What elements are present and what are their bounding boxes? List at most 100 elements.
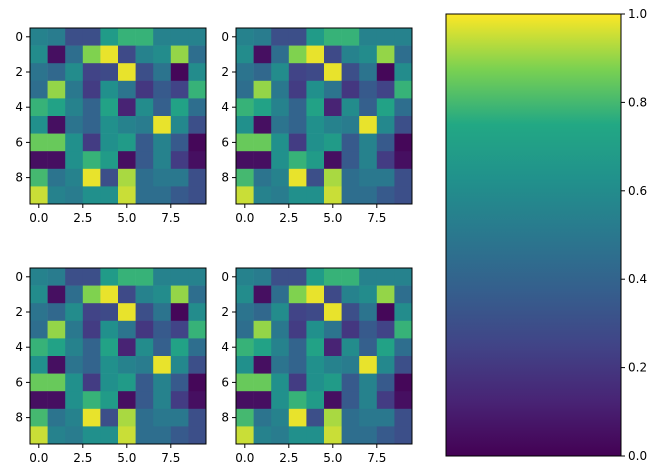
heatmap-cell (100, 45, 119, 64)
heatmap-cell (253, 303, 272, 322)
y-tick-label: 6 (221, 375, 229, 389)
heatmap-cell (324, 133, 342, 152)
heatmap-cell (118, 373, 136, 392)
heatmap-cell (135, 186, 154, 205)
heatmap-cell (65, 356, 84, 374)
heatmap-cell (82, 426, 101, 445)
heatmap-cell (394, 285, 413, 304)
heatmap-cell (394, 426, 413, 445)
heatmap-cell (30, 45, 48, 64)
heatmap-cell (170, 356, 189, 374)
heatmap-cell (135, 320, 154, 339)
heatmap-cell (324, 285, 342, 304)
heatmap-cell (341, 356, 360, 374)
x-tick-label: 5.0 (117, 451, 136, 465)
heatmap-cell (118, 426, 136, 445)
heatmap-cell (153, 408, 172, 427)
heatmap-cell (135, 338, 154, 357)
heatmap-cell (30, 426, 48, 445)
y-tick-label: 4 (15, 340, 23, 354)
heatmap-cell (324, 168, 342, 187)
heatmap-cell (271, 116, 290, 134)
heatmap-cell (306, 426, 325, 445)
y-tick-label: 2 (15, 65, 23, 79)
heatmap-cell (288, 98, 307, 117)
heatmap-cell (359, 408, 378, 427)
heatmap-cell (100, 408, 119, 427)
heatmap-cell (170, 98, 189, 117)
heatmap-cell (118, 186, 136, 205)
heatmap-cell (82, 168, 101, 187)
heatmap-cell (100, 268, 119, 286)
heatmap-cell (236, 186, 254, 205)
heatmap-cell (30, 285, 48, 304)
heatmap-cell (359, 151, 378, 170)
heatmap-cell (359, 338, 378, 357)
heatmap-cell (271, 356, 290, 374)
heatmap-cell (47, 116, 66, 134)
heatmap-cell (341, 186, 360, 205)
heatmap-cell (118, 98, 136, 117)
heatmap-cell (65, 168, 84, 187)
heatmap-cell (100, 168, 119, 187)
heatmap-cell (288, 186, 307, 205)
heatmap-cell (253, 408, 272, 427)
heatmap-cell (153, 320, 172, 339)
heatmap-cell (118, 80, 136, 99)
heatmap-cell (153, 356, 172, 374)
heatmap-cell (118, 168, 136, 187)
heatmap-cell (82, 391, 101, 410)
heatmap-cell (100, 28, 119, 46)
heatmap-cell (65, 373, 84, 392)
heatmap-cell (47, 320, 66, 339)
heatmap-cell (153, 45, 172, 64)
heatmap-cell (394, 356, 413, 374)
heatmap-cell (47, 303, 66, 322)
heatmap-cell (82, 98, 101, 117)
heatmap-cell (135, 426, 154, 445)
heatmap-cell (341, 268, 360, 286)
heatmap-cell (306, 28, 325, 46)
heatmap-cell (359, 356, 378, 374)
heatmap-cell (236, 133, 254, 152)
heatmap-cell (188, 303, 207, 322)
heatmap-cell (394, 391, 413, 410)
axes-frame (235, 27, 413, 205)
heatmap-cell (30, 80, 48, 99)
heatmap-panel-4: 0.0 2.5 5.0 7.5 0 2 4 6 8 (221, 267, 413, 465)
heatmap-cell (188, 356, 207, 374)
heatmap-cell (100, 426, 119, 445)
heatmap-cell (100, 116, 119, 134)
heatmap-cell (288, 268, 307, 286)
y-tick-label: 2 (221, 65, 229, 79)
heatmap-cell (153, 303, 172, 322)
heatmap-cell (306, 268, 325, 286)
heatmap-cell (271, 186, 290, 205)
heatmap-cell (118, 408, 136, 427)
heatmap-cell (394, 63, 413, 82)
heatmap-cell (306, 45, 325, 64)
heatmap-cell (82, 285, 101, 304)
heatmap-cell (253, 268, 272, 286)
heatmap-cell (324, 303, 342, 322)
heatmap-cell (153, 186, 172, 205)
heatmap-cell (306, 408, 325, 427)
colorbar: 0.0 0.2 0.4 0.6 0.8 1.0 (445, 7, 647, 463)
heatmap-cell (306, 80, 325, 99)
heatmap-cell (65, 320, 84, 339)
heatmap-cell (170, 133, 189, 152)
heatmap-cell (376, 186, 395, 205)
heatmap-cell (30, 303, 48, 322)
heatmap-cell (341, 116, 360, 134)
heatmap-cell (376, 116, 395, 134)
heatmap-cell (288, 303, 307, 322)
heatmap-cell (359, 28, 378, 46)
heatmap-cell (100, 80, 119, 99)
heatmap-cell (341, 63, 360, 82)
heatmap-cell (271, 320, 290, 339)
heatmap-cell (236, 80, 254, 99)
heatmap-cell (153, 373, 172, 392)
heatmap-cell (65, 45, 84, 64)
heatmap-cell (135, 356, 154, 374)
heatmap-cell (306, 168, 325, 187)
